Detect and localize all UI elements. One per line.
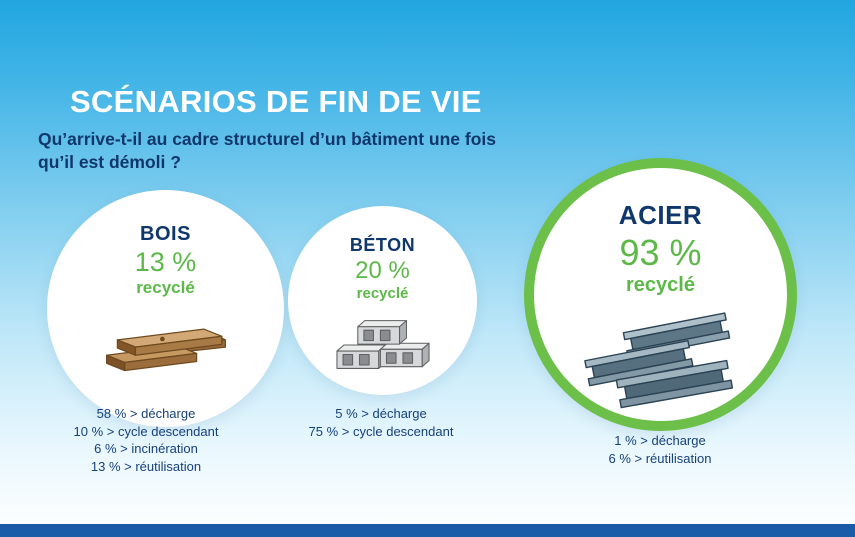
breakdown-item: 13 % > réutilisation [90,458,202,474]
material-card-steel: ACIER 93 % recyclé [524,158,797,431]
recycled-pct-concrete: 20 % [355,257,410,284]
breakdown-item: 75 % > cycle descendant [308,423,454,439]
recycled-pct-steel: 93 % [619,232,702,273]
concrete-blocks-icon [330,311,436,377]
steel-beams-icon [577,303,745,420]
breakdown-item: 1 % > décharge [614,433,706,448]
material-card-wood: BOIS 13 % recyclé [47,190,284,427]
breakdown-item: 10 % > cycle descendant [73,423,219,439]
breakdown-item: 58 % > décharge [96,406,196,421]
recycled-pct-wood: 13 % [134,247,197,277]
material-name-steel: ACIER [618,200,703,230]
material-card-concrete: BÉTON 20 % recyclé [288,206,477,395]
wood-planks-icon [103,310,229,391]
breakdown-item: 6 % > réutilisation [608,450,712,466]
recycled-label-steel: recyclé [626,274,695,296]
page-title: SCÉNARIOS DE FIN DE VIE [70,84,482,119]
material-name-wood: BOIS [140,223,191,245]
breakdown-list-steel: 1 % > décharge 6 % > réutilisation [547,432,773,467]
breakdown-list-concrete: 5 % > décharge 75 % > cycle descendant [268,405,494,440]
recycled-label-wood: recyclé [136,278,195,297]
material-name-concrete: BÉTON [349,235,416,255]
recycled-label-concrete: recyclé [356,285,409,302]
breakdown-item: 5 % > décharge [335,406,427,421]
breakdown-item: 6 % > incinération [94,441,198,456]
breakdown-list-wood: 58 % > décharge 10 % > cycle descendant … [33,405,259,475]
page-subtitle: Qu’arrive-t-il au cadre structurel d’un … [38,129,496,172]
footer-bar [0,524,855,537]
